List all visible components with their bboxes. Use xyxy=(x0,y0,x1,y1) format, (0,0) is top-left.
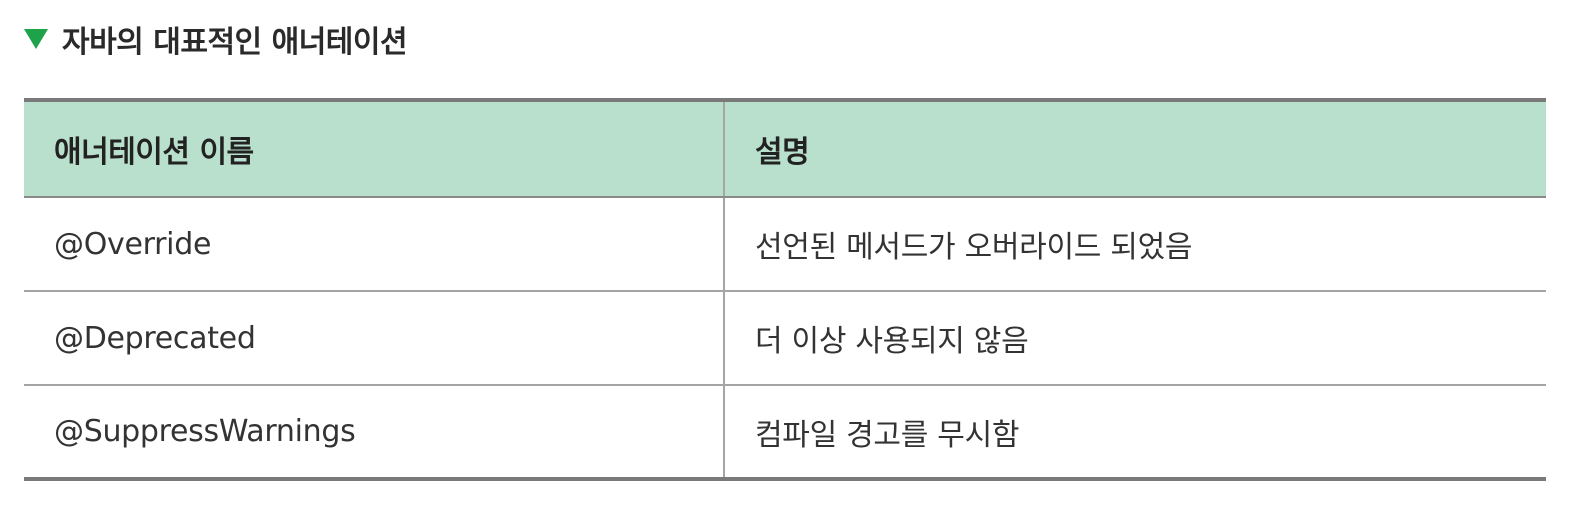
annotation-name-cell: @SuppressWarnings xyxy=(24,385,724,481)
description-cell: 더 이상 사용되지 않음 xyxy=(723,291,1546,386)
description-cell: 선언된 메서드가 오버라이드 되었음 xyxy=(723,197,1546,292)
table-header-row: 애너테이션 이름 설명 xyxy=(24,98,1546,198)
table-row: @Override 선언된 메서드가 오버라이드 되었음 xyxy=(24,197,1546,292)
caption-text: 자바의 대표적인 애너테이션 xyxy=(62,25,408,60)
annotation-name-cell: @Override xyxy=(24,197,724,292)
description-cell: 컴파일 경고를 무시함 xyxy=(723,385,1546,481)
column-header-description: 설명 xyxy=(723,98,1546,198)
annotations-table: 애너테이션 이름 설명 @Override 선언된 메서드가 오버라이드 되었음… xyxy=(24,98,1546,481)
table-row: @SuppressWarnings 컴파일 경고를 무시함 xyxy=(24,385,1546,481)
table-caption: 자바의 대표적인 애너테이션 xyxy=(24,14,408,64)
column-header-annotation-name: 애너테이션 이름 xyxy=(24,98,724,198)
annotation-name-cell: @Deprecated xyxy=(24,291,724,386)
table-row: @Deprecated 더 이상 사용되지 않음 xyxy=(24,291,1546,386)
triangle-down-icon xyxy=(24,29,48,49)
